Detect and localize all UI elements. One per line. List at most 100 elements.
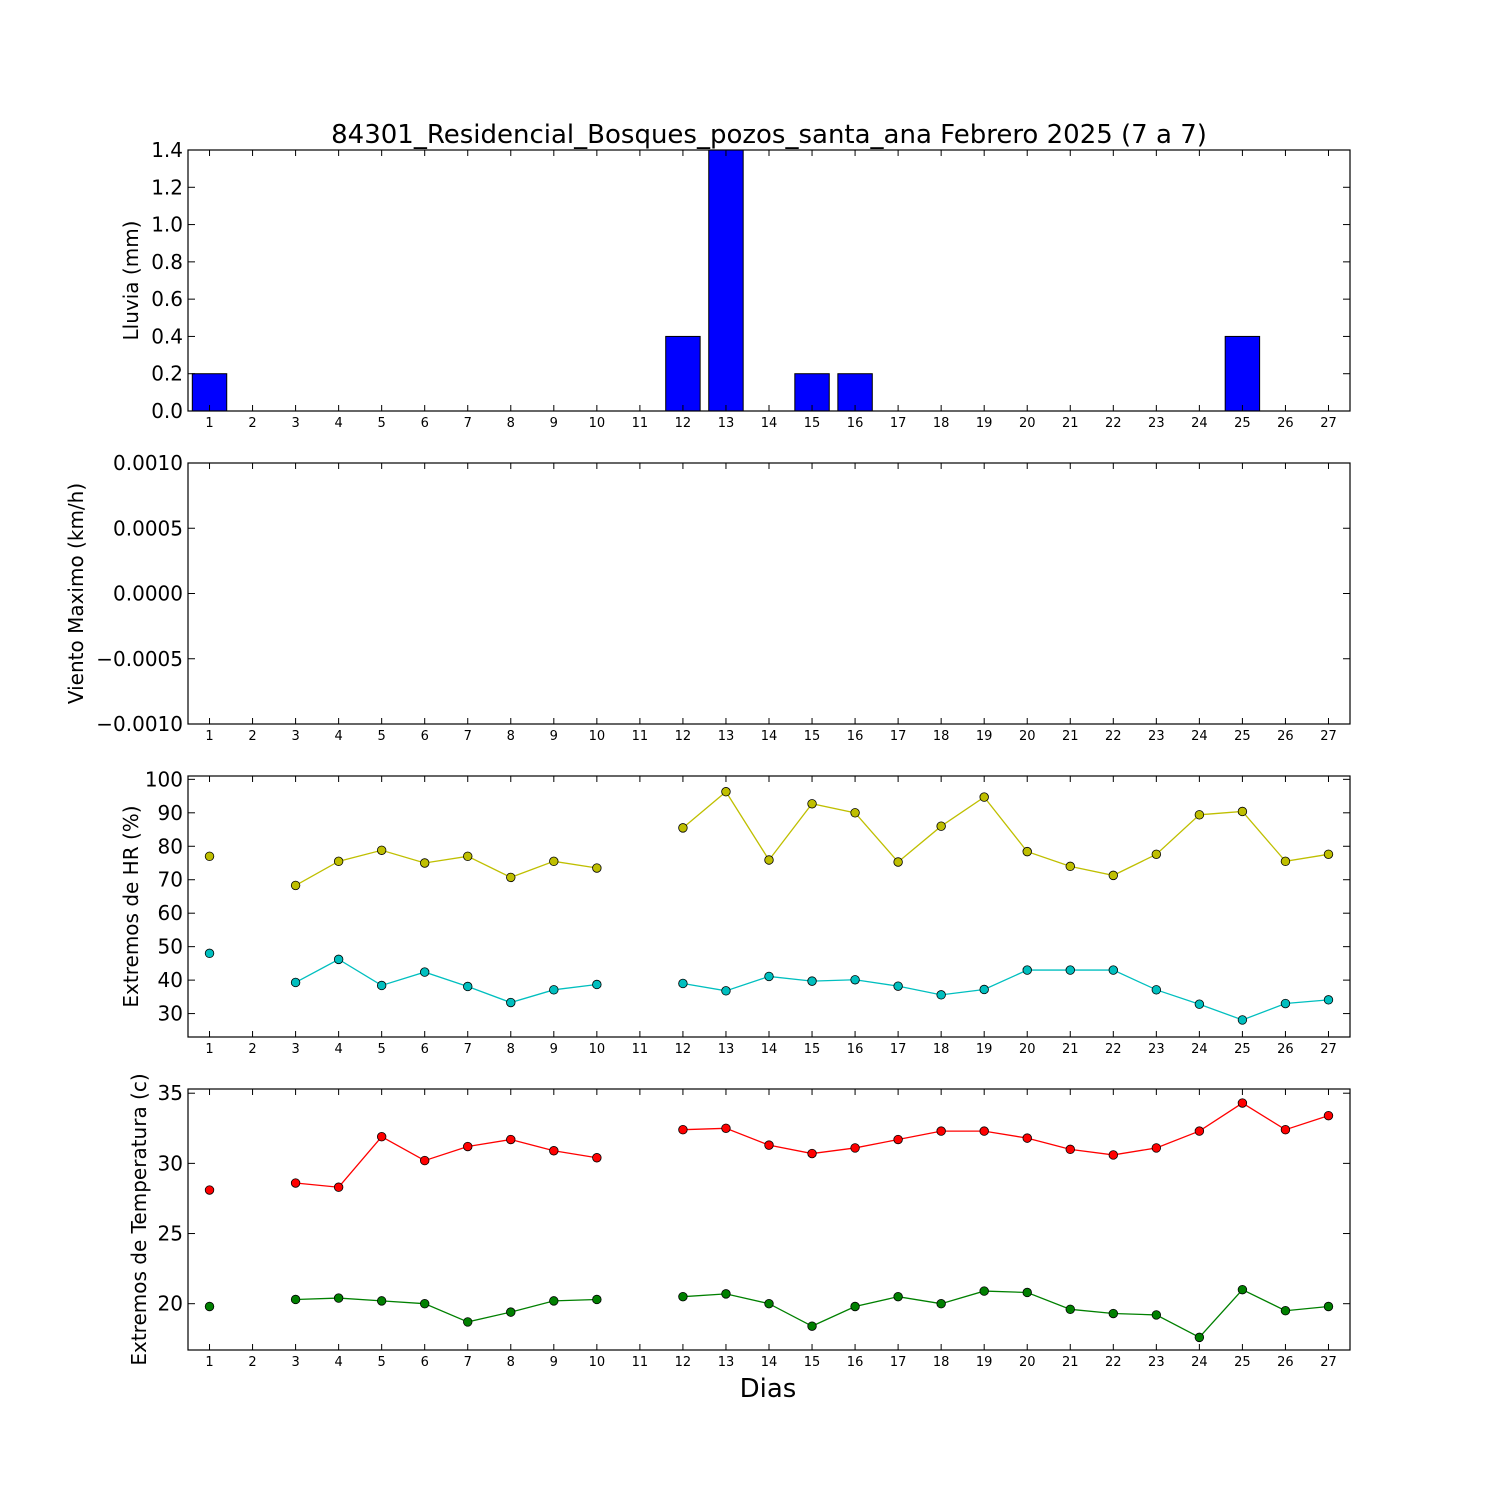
x-tick-label: 27 <box>1320 1042 1337 1057</box>
data-point <box>936 1298 946 1309</box>
data-point <box>1108 870 1118 881</box>
plot-frame <box>187 462 1351 725</box>
y-tick-label: 0.0000 <box>113 582 183 606</box>
x-tick-label: 20 <box>1019 1042 1036 1057</box>
x-tick-label: 23 <box>1148 729 1165 744</box>
x-tick-label: 8 <box>507 416 515 431</box>
x-tick-label: 21 <box>1062 1042 1079 1057</box>
data-point <box>850 1143 860 1153</box>
data-point <box>764 855 774 865</box>
data-point <box>1108 1150 1118 1160</box>
x-tick-label: 24 <box>1191 729 1208 744</box>
rain-bar <box>665 335 701 412</box>
series-line <box>682 969 1329 1021</box>
data-point <box>376 980 387 991</box>
data-point <box>764 1298 774 1309</box>
data-point <box>979 1286 989 1296</box>
data-point <box>376 1132 387 1142</box>
x-tick-label: 1 <box>205 1042 213 1057</box>
data-point <box>1323 849 1334 860</box>
data-point <box>1194 810 1205 820</box>
x-tick-label: 24 <box>1191 1042 1208 1057</box>
data-point <box>592 1153 602 1163</box>
x-tick-label: 7 <box>464 1042 472 1057</box>
x-tick-label: 2 <box>248 416 256 431</box>
y-tick-label: 90 <box>158 801 183 825</box>
data-point <box>549 856 559 867</box>
y-tick-label: 40 <box>158 968 183 992</box>
x-tick-label: 5 <box>378 1355 386 1370</box>
x-tick-label: 14 <box>761 1042 778 1057</box>
plot-frame <box>187 149 1351 412</box>
data-point <box>893 857 903 867</box>
data-point <box>506 1134 516 1145</box>
x-tick-label: 13 <box>718 729 735 744</box>
series-line <box>682 1102 1329 1156</box>
x-axis-label: Dias <box>740 1374 797 1404</box>
data-point <box>592 979 602 990</box>
data-point <box>333 1182 344 1192</box>
x-tick-label: 10 <box>589 1355 606 1370</box>
data-point <box>1237 1015 1248 1025</box>
x-tick-label: 16 <box>847 1355 864 1370</box>
x-tick-label: 10 <box>589 729 606 744</box>
data-point <box>1151 985 1162 995</box>
data-point <box>1280 856 1291 867</box>
x-tick-label: 13 <box>718 1042 735 1057</box>
data-point <box>506 1307 516 1317</box>
y-tick-label: 80 <box>158 834 183 858</box>
x-tick-label: 23 <box>1148 1042 1165 1057</box>
y-tick-label: 60 <box>158 901 183 925</box>
x-tick-label: 6 <box>421 416 429 431</box>
data-point <box>290 1178 301 1188</box>
data-point <box>1065 965 1075 975</box>
data-point <box>678 1124 688 1135</box>
x-tick-label: 6 <box>421 1355 429 1370</box>
x-tick-label: 3 <box>291 729 299 744</box>
x-tick-label: 22 <box>1105 1355 1122 1370</box>
data-point <box>1022 1287 1032 1298</box>
x-tick-label: 23 <box>1148 416 1165 431</box>
data-point <box>506 997 516 1008</box>
x-tick-label: 3 <box>291 1355 299 1370</box>
data-point <box>1151 849 1162 860</box>
x-tick-label: 4 <box>334 1355 342 1370</box>
data-point <box>204 1301 215 1312</box>
x-tick-label: 14 <box>761 416 778 431</box>
x-tick-label: 21 <box>1062 1355 1079 1370</box>
data-point <box>721 986 731 996</box>
x-tick-label: 17 <box>890 1042 907 1057</box>
y-axis-label: Extremos de HR (%) <box>119 805 143 1007</box>
data-point <box>850 808 860 818</box>
y-tick-label: 0.2 <box>151 362 183 386</box>
y-tick-label: −0.0005 <box>96 647 183 671</box>
y-axis-label: Viento Maximo (km/h) <box>64 483 88 704</box>
x-tick-label: 21 <box>1062 416 1079 431</box>
y-tick-label: 0.0010 <box>113 451 183 475</box>
data-point <box>1151 1310 1162 1320</box>
x-tick-label: 26 <box>1277 416 1294 431</box>
y-tick-label: 0.4 <box>151 324 183 348</box>
x-tick-label: 13 <box>718 1355 735 1370</box>
x-tick-label: 24 <box>1191 416 1208 431</box>
data-point <box>1108 965 1118 975</box>
data-point <box>1280 998 1291 1009</box>
x-tick-label: 27 <box>1320 1355 1337 1370</box>
data-point <box>204 948 215 959</box>
y-tick-label: 1.4 <box>151 138 183 162</box>
data-point <box>979 984 989 995</box>
x-tick-label: 9 <box>550 1042 558 1057</box>
x-tick-label: 16 <box>847 1042 864 1057</box>
x-tick-label: 20 <box>1019 729 1036 744</box>
data-point <box>1065 1144 1075 1155</box>
x-tick-label: 19 <box>976 416 993 431</box>
x-tick-label: 27 <box>1320 416 1337 431</box>
data-point <box>463 981 473 992</box>
data-point <box>936 990 946 1000</box>
data-point <box>1022 965 1032 975</box>
x-tick-label: 17 <box>890 729 907 744</box>
data-point <box>936 821 946 831</box>
x-tick-label: 3 <box>291 1042 299 1057</box>
x-tick-label: 23 <box>1148 1355 1165 1370</box>
series-line <box>295 1135 597 1188</box>
